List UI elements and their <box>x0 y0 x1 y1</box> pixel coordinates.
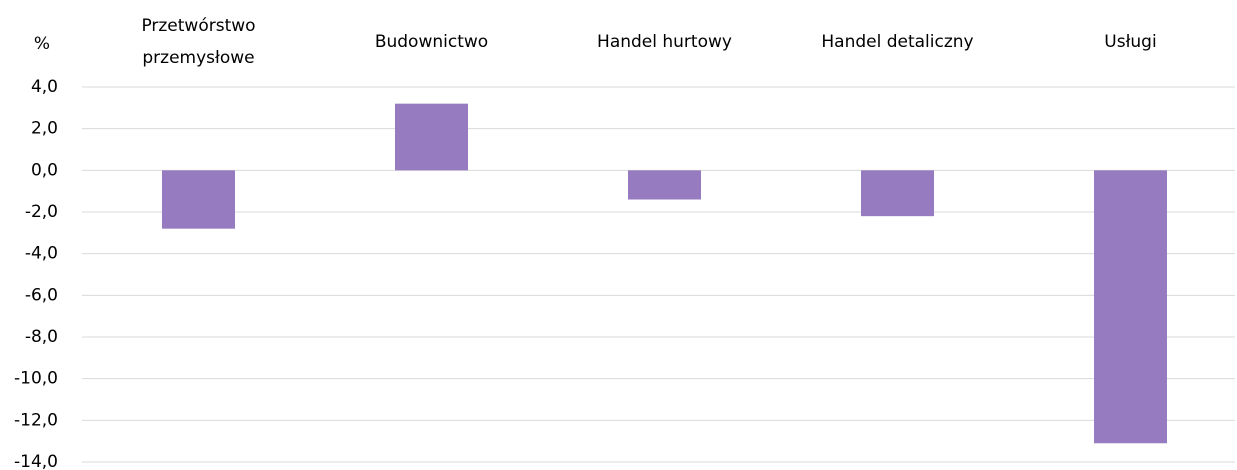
bar <box>1094 170 1167 444</box>
y-tick-label: -14,0 <box>14 452 58 470</box>
category-label: Handel hurtowy <box>597 32 732 52</box>
y-tick-label: -2,0 <box>25 202 58 222</box>
bar <box>628 170 701 200</box>
category-label: Handel detaliczny <box>821 32 974 52</box>
y-tick-label: -10,0 <box>14 369 58 389</box>
bar <box>162 170 235 229</box>
y-tick-label: 4,0 <box>31 77 58 97</box>
y-tick-label: -4,0 <box>25 244 58 264</box>
y-tick-label: -12,0 <box>14 410 58 430</box>
y-tick-label: -8,0 <box>25 327 58 347</box>
category-label: Budownictwo <box>374 32 489 52</box>
category-label: Usługi <box>1104 32 1157 52</box>
y-tick-label: 0,0 <box>31 160 58 180</box>
bar <box>861 170 934 217</box>
category-label: Przetwórstwo przemysłowe <box>141 16 256 68</box>
y-axis-label: % <box>34 34 50 54</box>
y-tick-label: 2,0 <box>31 119 58 139</box>
y-tick-label: -6,0 <box>25 285 58 305</box>
bar <box>395 103 468 171</box>
